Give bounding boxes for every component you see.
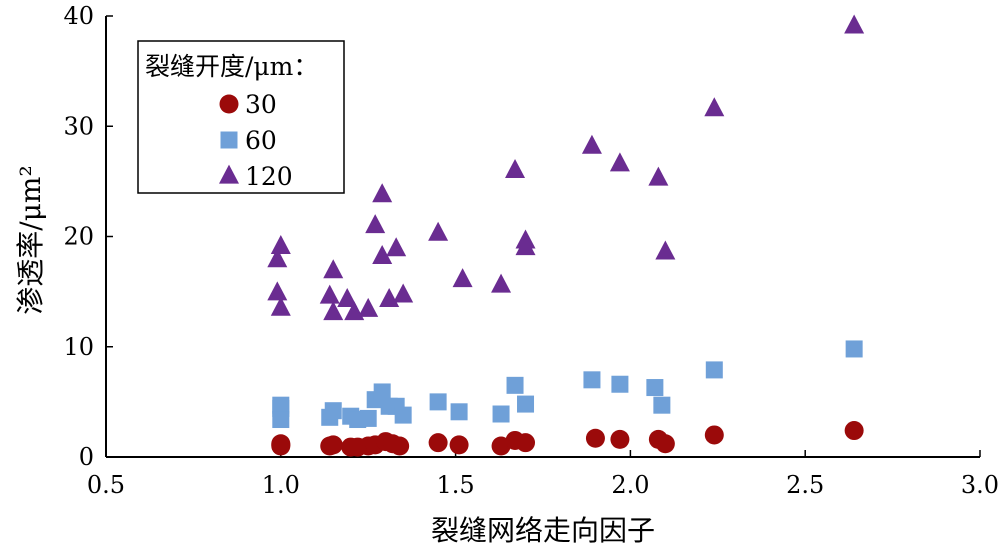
data-point-circle [449, 435, 469, 455]
data-point-square [492, 405, 510, 423]
data-point-circle [428, 433, 448, 453]
data-point-square [324, 402, 342, 420]
y-tick-label: 30 [63, 112, 94, 140]
data-point-triangle [393, 283, 414, 303]
data-point-triangle [267, 248, 288, 268]
legend-marker-square [220, 131, 238, 149]
y-tick-label: 20 [63, 223, 94, 251]
legend-marker-circle [219, 94, 239, 114]
data-point-triangle [581, 134, 602, 154]
data-point-triangle [505, 158, 526, 178]
data-point-square [506, 376, 524, 394]
y-axis-title: 渗透率/μm² [14, 165, 47, 314]
data-point-triangle [319, 284, 340, 304]
data-point-triangle [323, 301, 344, 321]
data-point-circle [390, 436, 410, 456]
data-point-triangle [323, 259, 344, 279]
data-point-triangle [270, 235, 291, 255]
data-point-triangle [337, 287, 358, 307]
data-point-square [583, 371, 601, 389]
data-point-triangle [428, 221, 449, 241]
x-tick-label: 2.5 [786, 471, 824, 499]
data-point-triangle [365, 214, 386, 234]
data-point-triangle [704, 97, 725, 117]
data-point-triangle [844, 14, 865, 34]
data-point-circle [271, 436, 291, 456]
legend: 裂缝开度/μm： 30 60 120 [137, 40, 345, 194]
y-tick-label: 0 [79, 443, 94, 471]
data-point-triangle [358, 297, 379, 317]
y-tick-label: 40 [63, 2, 94, 30]
legend-label: 120 [245, 162, 293, 191]
x-ticks: 0.5 1.0 1.5 2.0 2.5 3.0 [87, 450, 999, 499]
data-point-triangle [648, 166, 669, 186]
data-point-square [272, 411, 290, 429]
legend-label: 30 [245, 90, 277, 119]
data-point-circle [610, 429, 630, 449]
data-point-triangle [515, 229, 536, 249]
data-point-square [611, 375, 629, 393]
data-point-square [373, 383, 391, 401]
data-point-circle [655, 434, 675, 454]
data-points [267, 14, 865, 457]
y-tick-label: 10 [63, 333, 94, 361]
data-point-square [272, 396, 290, 414]
legend-title: 裂缝开度/μm： [145, 52, 318, 81]
x-tick-label: 1.5 [437, 471, 475, 499]
data-point-square [450, 403, 468, 421]
data-point-circle [844, 421, 864, 441]
y-ticks: 0 10 20 30 40 [63, 2, 113, 471]
data-point-triangle [452, 268, 473, 288]
data-point-circle [585, 428, 605, 448]
data-point-triangle [270, 296, 291, 316]
x-tick-label: 3.0 [961, 471, 999, 499]
data-point-square [646, 379, 664, 397]
data-point-triangle [491, 273, 512, 293]
data-point-square [845, 340, 863, 358]
data-point-triangle [386, 237, 407, 257]
data-point-triangle [267, 281, 288, 301]
data-point-triangle [372, 244, 393, 264]
data-point-square [705, 361, 723, 379]
data-point-square [359, 409, 377, 427]
data-point-square [517, 395, 535, 413]
data-point-triangle [372, 183, 393, 203]
x-tick-label: 0.5 [87, 471, 125, 499]
data-point-circle [516, 433, 536, 453]
legend-items: 30 60 120 [219, 90, 293, 191]
data-point-triangle [609, 152, 630, 172]
data-point-triangle [655, 240, 676, 260]
data-point-square [394, 406, 412, 424]
data-point-circle [323, 435, 343, 455]
data-point-square [653, 396, 671, 414]
x-tick-label: 2.0 [611, 471, 649, 499]
legend-box [137, 40, 345, 194]
data-point-circle [704, 425, 724, 445]
legend-marker-triangle [219, 164, 239, 184]
data-point-square [429, 393, 447, 411]
x-tick-label: 1.0 [262, 471, 300, 499]
legend-label: 60 [245, 126, 277, 155]
x-axis-title: 裂缝网络走向因子 [431, 514, 655, 547]
